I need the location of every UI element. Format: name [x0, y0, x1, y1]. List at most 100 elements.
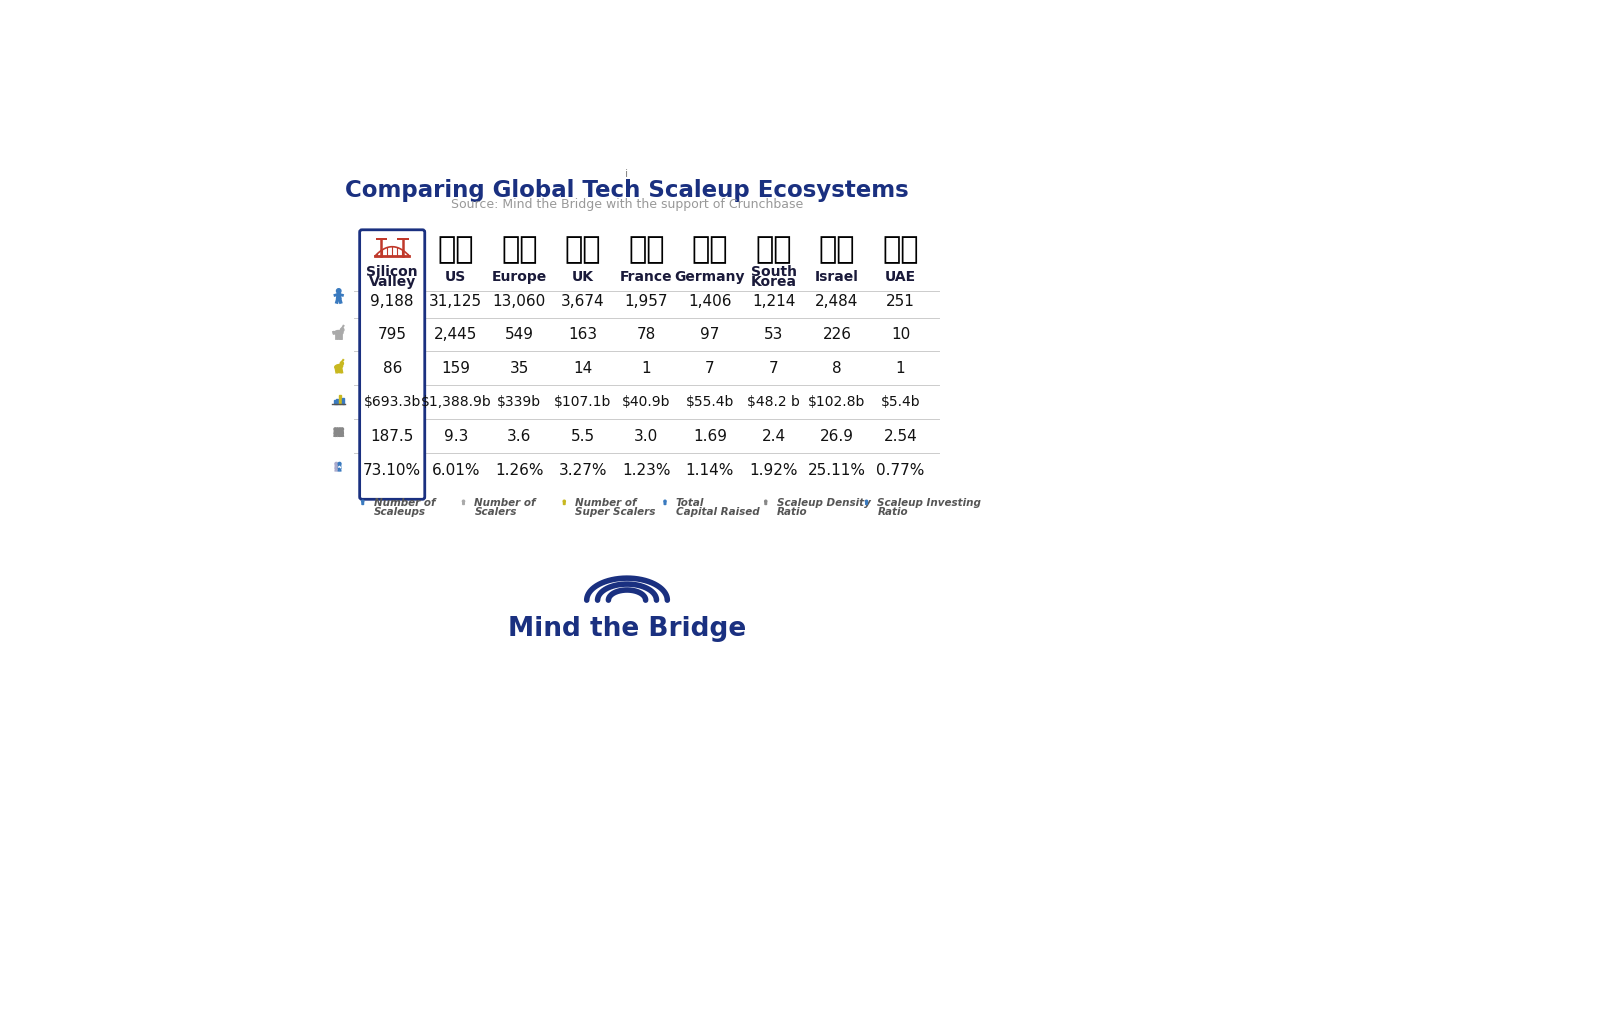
- Circle shape: [338, 462, 341, 465]
- Polygon shape: [339, 431, 341, 434]
- Text: 86: 86: [382, 361, 402, 375]
- Text: Korea: Korea: [750, 275, 797, 288]
- Text: 187.5: 187.5: [371, 429, 414, 444]
- Text: 1.14%: 1.14%: [686, 463, 734, 479]
- Circle shape: [334, 462, 338, 465]
- Text: 226: 226: [822, 327, 851, 342]
- Text: $693.3b: $693.3b: [363, 395, 421, 409]
- Circle shape: [563, 500, 565, 502]
- Text: Valley: Valley: [368, 275, 416, 288]
- Circle shape: [341, 362, 344, 365]
- Text: Europe: Europe: [491, 270, 547, 283]
- Text: 73.10%: 73.10%: [363, 463, 421, 479]
- Text: 9,188: 9,188: [371, 294, 414, 309]
- Polygon shape: [338, 465, 341, 469]
- Text: 1,406: 1,406: [688, 294, 731, 309]
- Text: Number of: Number of: [474, 498, 536, 508]
- Polygon shape: [341, 431, 344, 434]
- Text: 10: 10: [891, 327, 910, 342]
- Text: 1,214: 1,214: [752, 294, 795, 309]
- Text: France: France: [621, 270, 672, 283]
- Text: Silicon: Silicon: [366, 265, 418, 278]
- Polygon shape: [334, 431, 336, 434]
- Circle shape: [336, 428, 339, 431]
- Text: 78: 78: [637, 327, 656, 342]
- Text: 3.0: 3.0: [634, 429, 659, 444]
- Text: 🇫🇷: 🇫🇷: [629, 235, 664, 264]
- Text: 53: 53: [763, 327, 782, 342]
- Text: 1: 1: [896, 361, 906, 375]
- Text: 7: 7: [706, 361, 715, 375]
- Circle shape: [664, 500, 666, 502]
- Text: 8: 8: [832, 361, 842, 375]
- Bar: [342, 398, 344, 404]
- Text: $5.4b: $5.4b: [880, 395, 920, 409]
- Text: 3.6: 3.6: [507, 429, 531, 444]
- Circle shape: [339, 428, 341, 431]
- Text: 97: 97: [701, 327, 720, 342]
- Bar: [336, 399, 339, 404]
- Text: 25.11%: 25.11%: [808, 463, 866, 479]
- Text: 0.77%: 0.77%: [877, 463, 925, 479]
- Circle shape: [336, 288, 341, 294]
- Text: $1,388.9b: $1,388.9b: [421, 395, 491, 409]
- Text: 7: 7: [768, 361, 778, 375]
- Polygon shape: [334, 465, 338, 469]
- Text: 2,445: 2,445: [434, 327, 477, 342]
- Polygon shape: [462, 502, 464, 504]
- Text: $107.1b: $107.1b: [554, 395, 611, 409]
- Text: Scaleups: Scaleups: [374, 506, 426, 517]
- Text: 13,060: 13,060: [493, 294, 546, 309]
- Text: South: South: [750, 265, 797, 278]
- Text: 6.01%: 6.01%: [432, 463, 480, 479]
- Text: 3,674: 3,674: [562, 294, 605, 309]
- Text: 3.27%: 3.27%: [558, 463, 606, 479]
- Text: 1.92%: 1.92%: [749, 463, 798, 479]
- Circle shape: [341, 428, 344, 431]
- Bar: [339, 396, 341, 404]
- Text: Source: Mind the Bridge with the support of Crunchbase: Source: Mind the Bridge with the support…: [451, 197, 803, 211]
- Text: Number of: Number of: [374, 498, 435, 508]
- Text: $55.4b: $55.4b: [686, 395, 734, 409]
- Text: 2,484: 2,484: [816, 294, 859, 309]
- FancyBboxPatch shape: [360, 230, 424, 499]
- Circle shape: [362, 500, 363, 502]
- Text: 163: 163: [568, 327, 597, 342]
- Polygon shape: [336, 294, 341, 299]
- Circle shape: [765, 500, 766, 502]
- Text: UK: UK: [571, 270, 594, 283]
- Text: Scaleup Density: Scaleup Density: [776, 498, 870, 508]
- Text: Super Scalers: Super Scalers: [574, 506, 656, 517]
- Text: 🇩🇪: 🇩🇪: [691, 235, 728, 264]
- Polygon shape: [336, 431, 339, 434]
- Text: $339b: $339b: [498, 395, 541, 409]
- Text: 1: 1: [642, 361, 651, 375]
- Text: Germany: Germany: [675, 270, 746, 283]
- Text: i: i: [626, 170, 629, 179]
- Text: Total: Total: [675, 498, 704, 508]
- Text: 159: 159: [442, 361, 470, 375]
- Circle shape: [341, 328, 344, 331]
- Text: 26.9: 26.9: [821, 429, 854, 444]
- Circle shape: [866, 500, 867, 502]
- Text: 🇰🇷: 🇰🇷: [755, 235, 792, 264]
- Text: 251: 251: [886, 294, 915, 309]
- Circle shape: [462, 500, 464, 502]
- Text: Scalers: Scalers: [474, 506, 517, 517]
- Polygon shape: [362, 502, 363, 504]
- Text: UAE: UAE: [885, 270, 917, 283]
- Text: 5.5: 5.5: [571, 429, 595, 444]
- Ellipse shape: [334, 330, 342, 335]
- Text: 2.4: 2.4: [762, 429, 786, 444]
- Text: Mind the Bridge: Mind the Bridge: [507, 617, 746, 642]
- Text: Number of: Number of: [574, 498, 637, 508]
- Text: 31,125: 31,125: [429, 294, 482, 309]
- Text: 🇦🇪: 🇦🇪: [882, 235, 918, 264]
- Polygon shape: [765, 502, 766, 504]
- Text: Ratio: Ratio: [776, 506, 808, 517]
- Text: 1.23%: 1.23%: [622, 463, 670, 479]
- Bar: [334, 400, 336, 404]
- Text: 549: 549: [506, 327, 534, 342]
- Text: Ratio: Ratio: [877, 506, 907, 517]
- Ellipse shape: [334, 364, 342, 368]
